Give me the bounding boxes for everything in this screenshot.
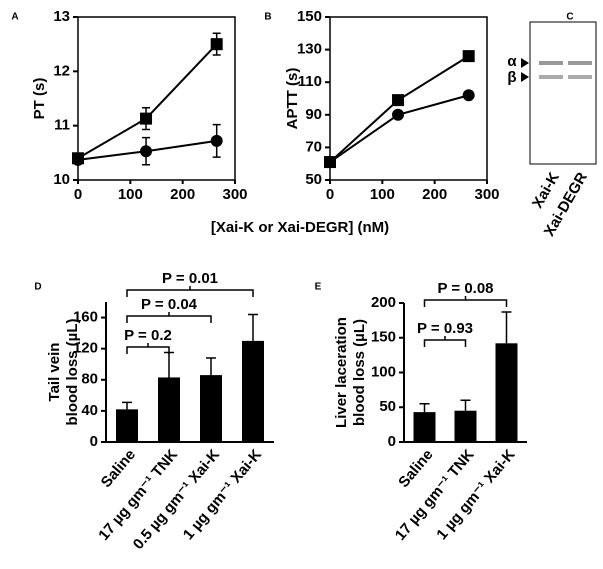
y-axis-label: PT (s) [31, 78, 48, 120]
marker [140, 112, 153, 125]
y-axis-label: blood loss (µL) [351, 319, 368, 426]
gel-band [568, 75, 592, 79]
series-line [77, 43, 218, 160]
bar [158, 377, 180, 442]
error-bar [460, 399, 471, 411]
y-tick-label: 40 [81, 402, 98, 419]
x-tick-label: 0 [326, 186, 334, 203]
x-tick-label: Saline [98, 446, 139, 491]
panel-label: D [34, 282, 41, 293]
y-tick-label: 70 [305, 138, 322, 155]
marker [210, 134, 223, 147]
panel-label: A [11, 12, 18, 23]
marker [462, 89, 475, 102]
y-tick-label: 80 [81, 371, 98, 388]
y-tick-label: 100 [371, 363, 396, 380]
bar [495, 343, 518, 442]
error-bar [206, 357, 216, 376]
error-bar [419, 403, 430, 413]
x-tick-label: Saline [395, 446, 436, 491]
y-tick-label: 11 [54, 117, 70, 134]
comparison-bracket [423, 296, 508, 307]
y-tick-label: 160 [73, 309, 98, 326]
marker [72, 153, 84, 166]
p-value-label: P = 0.01 [162, 270, 218, 287]
x-tick-label: 0 [74, 186, 82, 203]
marker [392, 108, 405, 121]
y-tick-label: 12 [53, 62, 70, 79]
y-tick-label: 0 [90, 433, 98, 450]
x-tick-label: 300 [222, 186, 247, 203]
bar [116, 409, 138, 442]
y-tick-label: 150 [371, 329, 396, 346]
band-label: α [507, 53, 517, 70]
x-tick-label: 100 [370, 186, 395, 203]
x-tick-label: 100 [118, 186, 143, 203]
shared-x-label: [Xai-K or Xai-DEGR] (nM) [211, 219, 389, 236]
panel-label: C [566, 12, 573, 23]
y-tick-label: 200 [371, 294, 396, 311]
marker [140, 145, 153, 158]
y-tick-label: 50 [379, 398, 396, 415]
marker [392, 94, 405, 107]
gel-band [539, 61, 563, 65]
marker [324, 156, 336, 169]
p-value-label: P = 0.93 [417, 320, 473, 337]
bar [413, 412, 436, 442]
x-tick-label: 200 [170, 186, 195, 203]
y-tick-label: 10 [53, 171, 70, 188]
x-tick-label: 300 [474, 186, 499, 203]
gel-band [568, 61, 592, 65]
x-tick-label: 1 µg gm⁻¹ Xai-K [433, 446, 518, 543]
comparison-bracket [126, 343, 170, 354]
y-tick-label: 130 [297, 41, 322, 58]
p-value-label: P = 0.04 [141, 296, 198, 313]
gel-band [539, 75, 563, 79]
y-axis-label: Liver laceration [333, 317, 350, 428]
gel-frame [529, 21, 597, 165]
x-tick-label: 1 µg gm⁻¹ Xai-K [180, 446, 265, 543]
p-value-label: P = 0.08 [437, 280, 493, 297]
error-bar [501, 311, 512, 344]
plot-frame [77, 16, 236, 181]
bar [242, 340, 264, 442]
band-label: β [507, 69, 516, 86]
y-tick-label: 120 [73, 340, 98, 357]
y-tick-label: 13 [53, 8, 70, 25]
error-bar [122, 401, 132, 410]
comparison-bracket [126, 286, 254, 297]
marker [210, 38, 223, 51]
band-arrow [521, 72, 529, 82]
panel-label: B [264, 12, 271, 23]
y-tick-label: 110 [298, 73, 322, 90]
p-value-label: P = 0.2 [124, 327, 172, 344]
x-tick-label: 200 [422, 186, 447, 203]
comparison-bracket [423, 336, 467, 347]
band-arrow [521, 58, 529, 68]
marker [462, 50, 475, 63]
panel-label: E [315, 282, 322, 293]
bar [200, 375, 222, 442]
y-axis-label: Tail vein [46, 343, 63, 402]
y-tick-label: 150 [297, 8, 322, 25]
y-tick-label: 90 [305, 106, 322, 123]
y-axis-label: blood loss (µL) [64, 319, 81, 426]
y-axis-label: APTT (s) [284, 68, 301, 130]
error-bar [248, 313, 258, 341]
y-tick-label: 0 [388, 433, 396, 450]
bar [454, 410, 477, 442]
error-bar [164, 351, 174, 378]
comparison-bracket [126, 312, 212, 323]
plot-frame [329, 16, 488, 181]
y-tick-label: 50 [305, 171, 322, 188]
